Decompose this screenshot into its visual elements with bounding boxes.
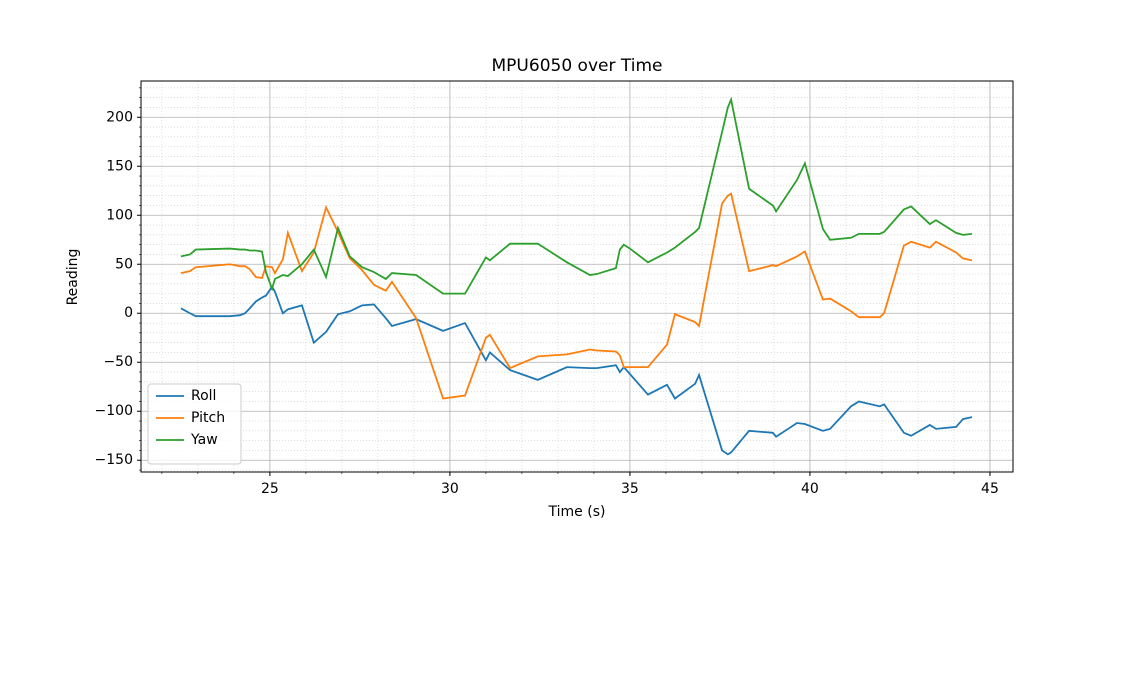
x-tick-label: 30: [441, 481, 459, 497]
legend-box: [147, 383, 242, 465]
y-tick-label: −100: [95, 403, 133, 419]
chart-title: MPU6050 over Time: [492, 56, 663, 76]
x-tick-label: 45: [981, 481, 999, 497]
x-tick-label: 25: [261, 481, 279, 497]
y-axis-label: Reading: [65, 249, 81, 306]
y-tick-label: −50: [103, 354, 133, 370]
legend-label: Yaw: [190, 432, 218, 448]
y-tick-label: −150: [95, 452, 133, 468]
legend-label: Roll: [191, 388, 216, 404]
x-tick-label: 35: [621, 481, 639, 497]
y-tick-label: 150: [106, 158, 133, 174]
x-tick-label: 40: [801, 481, 819, 497]
plot-frame: [140, 80, 1014, 473]
y-tick-label: 200: [106, 109, 133, 125]
legend-label: Pitch: [191, 410, 225, 426]
series-line: [180, 96, 973, 295]
y-tick-label: 50: [115, 256, 133, 272]
y-tick-label: 0: [124, 305, 133, 321]
series-line: [180, 192, 973, 400]
x-axis-label: Time (s): [548, 504, 606, 520]
y-tick-label: 100: [106, 207, 133, 223]
